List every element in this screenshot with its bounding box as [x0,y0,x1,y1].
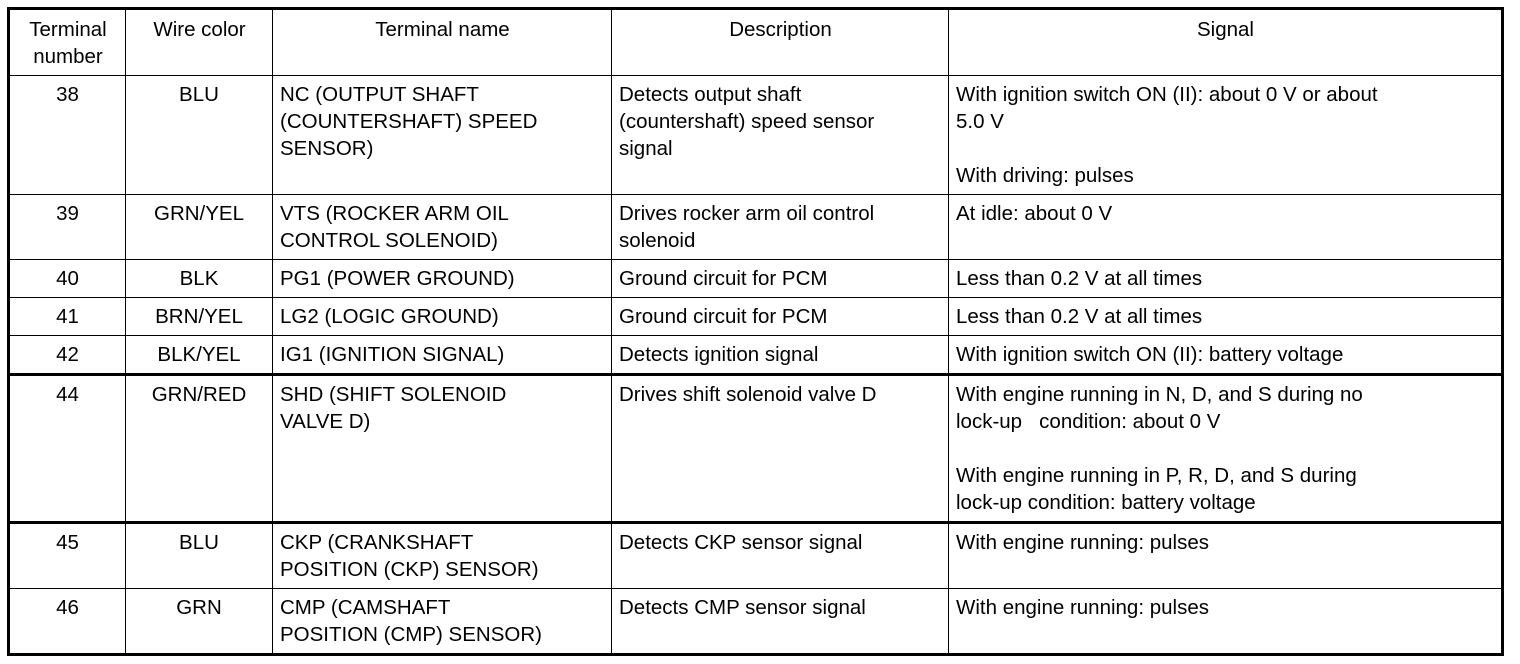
cell-description: Drives rocker arm oil control solenoid [611,194,949,260]
cell-description: Drives shift solenoid valve D [611,373,949,524]
column-header-signal-label: Signal [1197,18,1254,41]
cell-terminal-number: 40 [8,259,126,298]
cell-terminal-number: 38 [8,75,126,195]
cell-signal: At idle: about 0 V [948,194,1503,260]
cell-wire-color: GRN/YEL [125,194,273,260]
cell-wire-color: BRN/YEL [125,297,273,336]
cell-signal: With ignition switch ON (II): about 0 V … [948,75,1503,195]
table-row: 41 BRN/YEL LG2 (LOGIC GROUND) Ground cir… [8,297,1503,336]
table-row: 39 GRN/YEL VTS (ROCKER ARM OIL CONTROL S… [8,194,1503,260]
cell-signal: With engine running in N, D, and S durin… [948,373,1503,524]
column-header-wire-color-label: Wire color [153,18,246,41]
cell-signal: Less than 0.2 V at all times [948,259,1503,298]
cell-description: Detects ignition signal [611,335,949,375]
cell-signal: With engine running: pulses [948,522,1503,589]
column-header-description: Description [611,8,949,76]
cell-description: Detects CMP sensor signal [611,588,949,655]
column-header-terminal-name-label: Terminal name [375,18,510,41]
cell-terminal-name: SHD (SHIFT SOLENOID VALVE D) [272,373,612,524]
column-header-terminal-number-label: Terminal number [29,18,107,68]
table-header: Terminal number Wire color Terminal name… [8,8,1503,76]
cell-terminal-name: IG1 (IGNITION SIGNAL) [272,335,612,375]
cell-terminal-number: 44 [8,373,126,524]
cell-terminal-name: LG2 (LOGIC GROUND) [272,297,612,336]
table-row: 45 BLU CKP (CRANKSHAFT POSITION (CKP) SE… [8,522,1503,589]
cell-terminal-name: VTS (ROCKER ARM OIL CONTROL SOLENOID) [272,194,612,260]
cell-description: Detects CKP sensor signal [611,522,949,589]
table-body: 38 BLU NC (OUTPUT SHAFT (COUNTERSHAFT) S… [8,75,1503,655]
pcm-terminal-signal-table: Terminal number Wire color Terminal name… [7,7,1504,656]
cell-description: Detects output shaft (countershaft) spee… [611,75,949,195]
table-row: 38 BLU NC (OUTPUT SHAFT (COUNTERSHAFT) S… [8,75,1503,195]
cell-description: Ground circuit for PCM [611,259,949,298]
cell-terminal-number: 42 [8,335,126,375]
cell-wire-color: BLK/YEL [125,335,273,375]
column-header-signal: Signal [948,8,1503,76]
table-row: 44 GRN/RED SHD (SHIFT SOLENOID VALVE D) … [8,373,1503,524]
cell-terminal-number: 46 [8,588,126,655]
cell-terminal-number: 45 [8,522,126,589]
cell-signal: Less than 0.2 V at all times [948,297,1503,336]
cell-terminal-number: 41 [8,297,126,336]
cell-wire-color: BLU [125,75,273,195]
table-row: 42 BLK/YEL IG1 (IGNITION SIGNAL) Detects… [8,335,1503,375]
cell-terminal-name: CMP (CAMSHAFT POSITION (CMP) SENSOR) [272,588,612,655]
cell-terminal-name: PG1 (POWER GROUND) [272,259,612,298]
column-header-terminal-number: Terminal number [8,8,126,76]
column-header-description-label: Description [729,18,832,41]
table-row: 40 BLK PG1 (POWER GROUND) Ground circuit… [8,259,1503,298]
cell-signal: With engine running: pulses [948,588,1503,655]
table-header-row: Terminal number Wire color Terminal name… [8,8,1503,76]
cell-terminal-name: CKP (CRANKSHAFT POSITION (CKP) SENSOR) [272,522,612,589]
cell-wire-color: BLK [125,259,273,298]
cell-wire-color: GRN/RED [125,373,273,524]
table-row: 46 GRN CMP (CAMSHAFT POSITION (CMP) SENS… [8,588,1503,655]
cell-wire-color: BLU [125,522,273,589]
column-header-wire-color: Wire color [125,8,273,76]
cell-terminal-name: NC (OUTPUT SHAFT (COUNTERSHAFT) SPEED SE… [272,75,612,195]
cell-wire-color: GRN [125,588,273,655]
cell-terminal-number: 39 [8,194,126,260]
column-header-terminal-name: Terminal name [272,8,612,76]
cell-description: Ground circuit for PCM [611,297,949,336]
cell-signal: With ignition switch ON (II): battery vo… [948,335,1503,375]
